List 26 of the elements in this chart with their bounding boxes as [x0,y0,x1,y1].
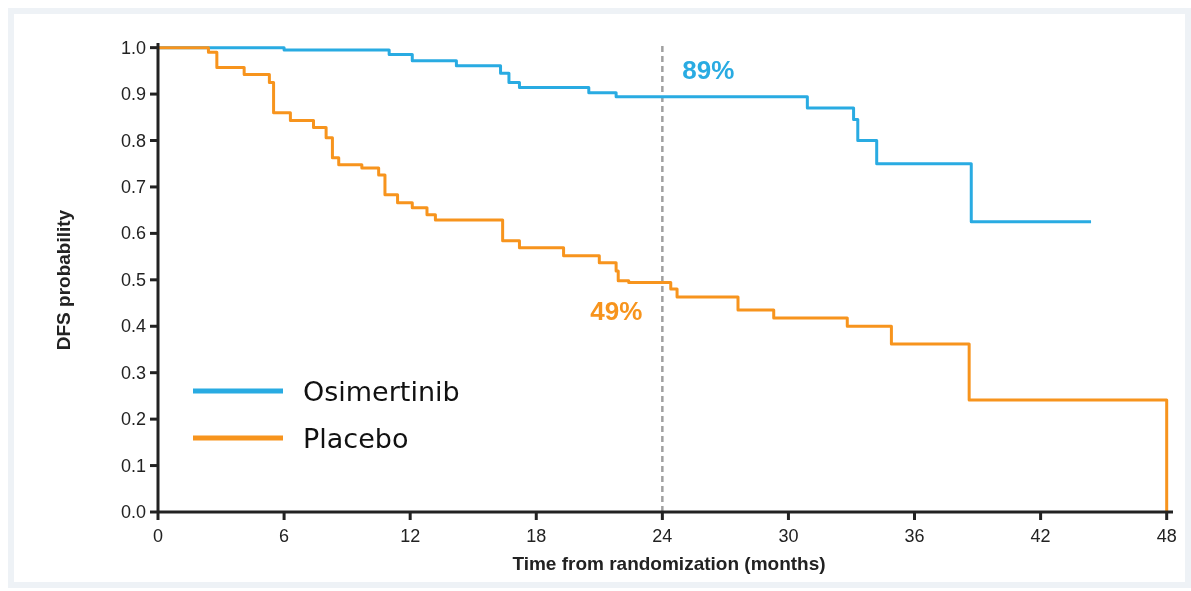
y-tick-label: 0.9 [120,84,146,105]
y-tick-label: 0.5 [120,269,146,290]
x-tick-label: 48 [1156,526,1177,546]
x-tick-label: 0 [152,526,164,546]
x-tick-label: 36 [904,526,925,546]
y-tick-label: 1.0 [120,37,146,58]
y-tick-label: 0.1 [120,455,146,476]
y-tick-label: 0.6 [120,223,146,244]
y-tick-label: 0.4 [120,316,146,337]
legend-label: Osimertinib [303,376,460,407]
x-tick-label: 30 [778,526,799,546]
legend-label: Placebo [303,423,409,454]
annotation: 49% [590,296,643,327]
x-tick-label: 24 [652,526,673,546]
x-axis-title: Time from randomization (months) [512,553,826,574]
y-axis-title: DFS probability [53,209,74,351]
y-tick-label: 0.0 [120,502,146,522]
x-tick-label: 42 [1030,526,1051,546]
x-tick-label: 18 [526,526,547,546]
annotation: 89% [682,54,735,85]
x-tick-label: 12 [400,526,421,546]
y-tick-label: 0.3 [120,362,146,383]
y-tick-label: 0.8 [120,130,146,151]
x-tick-label: 6 [279,526,290,546]
y-tick-label: 0.2 [120,409,146,430]
y-tick-label: 0.7 [120,176,146,197]
